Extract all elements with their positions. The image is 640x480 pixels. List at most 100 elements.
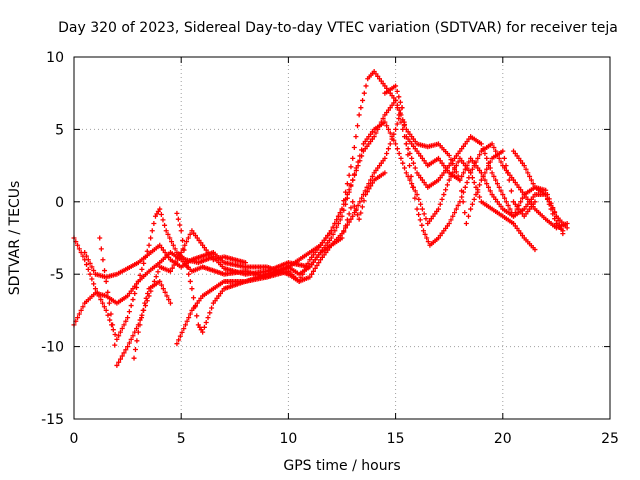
data-point [387,141,393,147]
data-point [167,235,173,241]
data-point [555,218,561,224]
data-point [356,216,362,222]
data-point [134,326,140,331]
data-point [448,217,454,223]
data-point [130,297,136,303]
data-point [189,286,195,292]
data-point [491,173,497,179]
data-point [159,282,165,288]
data-point [107,317,113,323]
data-point [469,201,475,207]
data-points [71,68,570,368]
data-point [177,333,183,339]
data-point [464,179,470,185]
data-point [484,166,490,172]
data-point [469,166,475,172]
data-point [348,216,354,222]
y-tick-label: 5 [55,122,64,138]
data-point [528,177,534,183]
series-sat-i [511,148,566,237]
chart-title: Day 320 of 2023, Sidereal Day-to-day VTE… [58,20,618,36]
data-point [396,151,402,157]
data-point [169,265,175,271]
data-point [405,146,411,152]
data-point [417,217,423,223]
data-point [174,341,180,347]
data-point [181,326,187,332]
data-point [478,141,484,147]
data-point [408,173,414,179]
data-point [101,304,107,310]
data-point [385,146,391,152]
data-point [172,246,178,252]
data-point [550,206,556,212]
data-point [341,229,347,235]
y-tick-label: -5 [50,267,64,283]
data-point [163,228,169,234]
data-point [453,169,459,175]
data-point [105,289,111,295]
data-point [173,259,179,265]
data-point [496,155,502,161]
data-point [164,293,170,299]
data-point [353,207,359,213]
data-point [92,286,98,292]
data-point [141,260,147,266]
data-point [521,163,527,169]
data-point [455,202,461,208]
data-point [89,264,95,270]
data-point [137,322,143,328]
data-point [114,336,120,342]
data-point [401,123,407,129]
data-point [373,130,379,136]
data-point [123,318,129,324]
data-point [182,242,188,248]
data-point [157,278,163,284]
x-axis-label: GPS time / hours [283,458,400,474]
data-point [105,312,111,318]
data-point [384,123,390,129]
data-point [167,300,173,306]
data-point [439,196,445,202]
data-point [475,187,481,193]
data-point [350,213,356,219]
data-point [564,225,570,231]
data-point [473,192,479,198]
data-point [175,256,181,262]
data-point [382,170,388,176]
data-point [409,155,415,161]
y-tick-label: 10 [46,50,64,66]
data-point [384,151,390,157]
data-point [339,206,345,212]
data-point [468,206,474,212]
data-point [344,181,350,187]
data-point [175,216,181,222]
data-point [494,181,500,187]
data-point [493,148,499,154]
data-point [532,199,538,205]
data-point [455,173,461,179]
data-point [123,347,129,353]
x-tick-label: 5 [177,431,186,447]
data-point [108,311,114,317]
data-point [98,246,104,252]
data-point [117,329,123,335]
data-point [350,199,356,205]
y-tick-label: 0 [55,195,64,211]
data-point [128,303,134,309]
data-point [503,199,509,205]
data-point [480,173,486,179]
data-point [356,112,362,118]
data-point [482,170,488,176]
data-point [435,206,441,212]
data-point [169,239,175,245]
data-point [446,177,452,183]
data-point [391,131,397,137]
data-point [203,319,209,325]
data-point [140,307,146,313]
data-point [360,97,366,103]
data-point [351,145,357,150]
data-point [194,313,200,319]
data-point [403,170,409,176]
